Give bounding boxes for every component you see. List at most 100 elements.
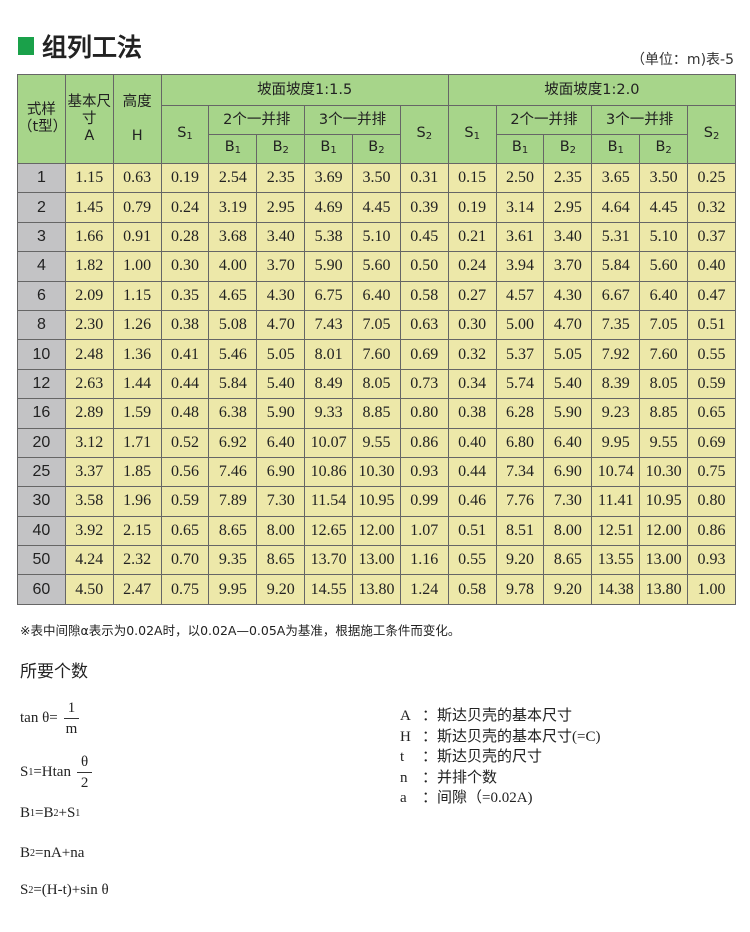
value-cell: 13.70 [304,545,354,576]
value-cell: 10.95 [639,486,689,517]
value-cell: 3.12 [64,427,114,458]
header-2-row: 2个一并排 [208,105,306,135]
value-cell: 10.86 [304,456,354,488]
value-cell: 8.39 [591,368,641,400]
legend-item: n ：并排个数 [400,769,498,786]
type-cell: 25 [17,456,66,488]
value-cell: 2.50 [495,162,545,194]
value-cell: 0.55 [687,339,736,370]
value-cell: 8.49 [304,368,354,400]
value-cell: 14.55 [304,574,354,605]
value-cell: 4.00 [208,251,258,282]
value-cell: 5.74 [495,368,545,400]
table-row: 1 1.15 0.63 0.19 2.54 2.35 3.69 3.50 0.31 0.15 2.5… [17,162,736,194]
value-cell: 3.40 [543,221,593,253]
value-cell: 12.51 [591,515,641,547]
type-cell: 12 [17,368,66,400]
value-cell: 0.24 [447,251,497,282]
value-cell: 8.65 [208,515,258,547]
value-cell: 0.32 [687,192,736,223]
value-cell: 3.94 [495,251,545,282]
value-cell: 0.44 [160,368,210,400]
value-cell: 1.00 [687,574,736,605]
type-cell: 50 [17,545,66,576]
value-cell: 3.50 [639,162,689,194]
value-cell: 0.46 [447,486,497,517]
header-b2: B2 [543,134,593,164]
value-cell: 12.00 [639,515,689,547]
formula-b2: B 2 =nA+na [20,845,85,861]
value-cell: 5.10 [352,221,401,253]
value-cell: 9.33 [304,398,354,429]
value-cell: 0.45 [399,221,449,253]
value-cell: 0.51 [687,309,736,341]
value-cell: 5.46 [208,339,258,370]
value-cell: 0.41 [160,339,210,370]
value-cell: 8.65 [256,545,306,576]
value-cell: 3.65 [591,162,641,194]
value-cell: 5.84 [208,368,258,400]
value-cell: 3.69 [304,162,354,194]
value-cell: 0.31 [399,162,449,194]
formula-s2: S 2 =(H-t)+sin θ [20,882,109,898]
value-cell: 2.63 [64,368,114,400]
value-cell: 8.05 [639,368,689,400]
value-cell: 8.01 [304,339,354,370]
value-cell: 2.09 [64,280,114,311]
value-cell: 9.20 [543,574,593,605]
value-cell: 4.70 [256,309,306,341]
header-s1: S1 [447,105,497,164]
title-text: 组列工法 [42,33,143,62]
value-cell: 0.79 [112,192,162,223]
value-cell: 2.35 [543,162,593,194]
header-s2: S2 [687,105,736,164]
value-cell: 0.86 [687,515,736,547]
value-cell: 2.15 [112,515,162,547]
type-cell: 10 [17,339,66,370]
value-cell: 0.65 [160,515,210,547]
value-cell: 0.30 [160,251,210,282]
value-cell: 0.59 [687,368,736,400]
value-cell: 0.32 [447,339,497,370]
value-cell: 1.07 [399,515,449,547]
header-slope-2-0: 坡面坡度1:2.0 [447,74,737,106]
value-cell: 1.82 [64,251,114,282]
value-cell: 6.67 [591,280,641,311]
value-cell: 0.37 [687,221,736,253]
header-2-row: 2个一并排 [495,105,593,135]
value-cell: 9.23 [591,398,641,429]
value-cell: 9.55 [352,427,401,458]
header-b2: B2 [639,134,689,164]
value-cell: 0.47 [687,280,736,311]
header-height: 高度 H [112,74,162,164]
value-cell: 2.35 [256,162,306,194]
value-cell: 3.14 [495,192,545,223]
value-cell: 1.15 [64,162,114,194]
value-cell: 0.34 [447,368,497,400]
value-cell: 3.68 [208,221,258,253]
type-cell: 2 [17,192,66,223]
value-cell: 3.70 [256,251,306,282]
value-cell: 4.45 [639,192,689,223]
table-row: 20 3.12 1.71 0.52 6.92 6.40 10.07 9.55 0.86 0.40 6… [17,427,736,458]
value-cell: 0.69 [399,339,449,370]
value-cell: 2.30 [64,309,114,341]
value-cell: 0.38 [447,398,497,429]
value-cell: 6.40 [639,280,689,311]
value-cell: 7.05 [639,309,689,341]
value-cell: 1.85 [112,456,162,488]
formula-b1: B 1 =B 2 +S 1 [20,805,81,821]
legend-item: H ：斯达贝壳的基本尺寸(=C) [400,728,601,745]
value-cell: 4.57 [495,280,545,311]
value-cell: 5.40 [256,368,306,400]
value-cell: 4.50 [64,574,114,605]
table-row: 60 4.50 2.47 0.75 9.95 9.20 14.55 13.80 1.24 0.58… [17,574,736,605]
value-cell: 0.48 [160,398,210,429]
page-title: 组列工法 [18,28,142,64]
value-cell: 9.95 [591,427,641,458]
table-row: 25 3.37 1.85 0.56 7.46 6.90 10.86 10.30 0.93 0.44… [17,456,736,488]
value-cell: 13.00 [639,545,689,576]
value-cell: 1.66 [64,221,114,253]
value-cell: 1.44 [112,368,162,400]
